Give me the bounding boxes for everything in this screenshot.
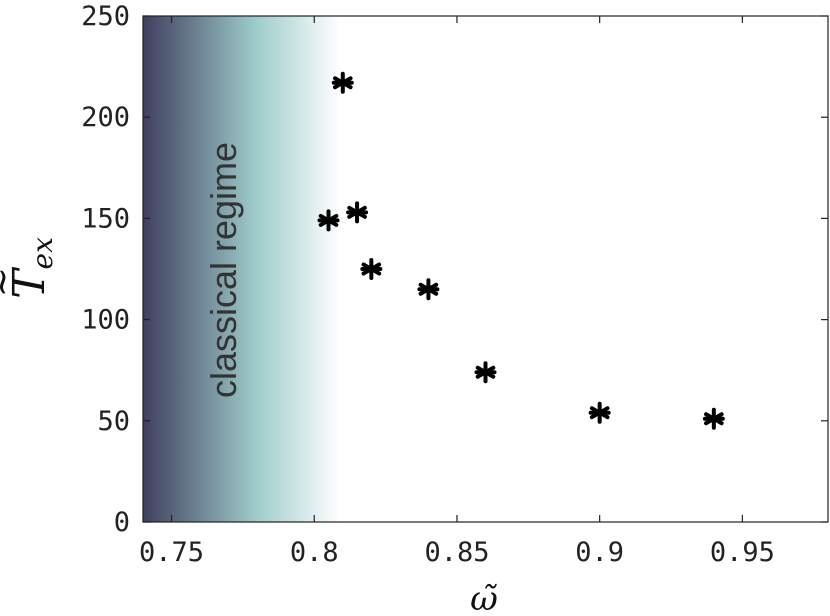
x-tick-label: 0.9	[575, 537, 624, 568]
y-tick-label: 200	[81, 102, 130, 133]
y-tick-label: 50	[97, 406, 130, 437]
y-tick-label: 100	[81, 305, 130, 336]
svg-text:Tex: Tex	[4, 237, 59, 299]
y-axis-label-tilde: ~	[0, 267, 23, 297]
y-axis-label: Tex ~	[0, 237, 59, 299]
y-axis-label-sub: ex	[26, 237, 59, 270]
x-tick-label: 0.85	[424, 537, 489, 568]
y-tick-label: 250	[81, 1, 130, 32]
x-axis-ticks: 0.75 0.8 0.85 0.9 0.95	[139, 16, 775, 568]
data-point	[317, 209, 340, 232]
classical-regime-region	[143, 16, 340, 522]
x-tick-label: 0.75	[139, 537, 204, 568]
y-tick-label: 150	[81, 203, 130, 234]
y-axis-label-main: T	[4, 266, 55, 299]
data-point	[331, 71, 354, 94]
data-point	[417, 278, 440, 301]
data-point	[588, 401, 611, 424]
y-axis-ticks: 0 50 100 150 200 250	[81, 1, 828, 538]
data-point	[474, 361, 497, 384]
x-tick-label: 0.95	[710, 537, 775, 568]
data-points	[317, 71, 725, 430]
x-axis-label: ω̃	[470, 579, 498, 616]
y-tick-label: 0	[114, 507, 130, 538]
data-point	[346, 201, 369, 224]
x-tick-label: 0.8	[290, 537, 339, 568]
data-point	[360, 258, 383, 280]
data-point	[702, 407, 725, 430]
classical-regime-label: classical regime	[203, 142, 244, 398]
plot-frame	[142, 15, 829, 523]
